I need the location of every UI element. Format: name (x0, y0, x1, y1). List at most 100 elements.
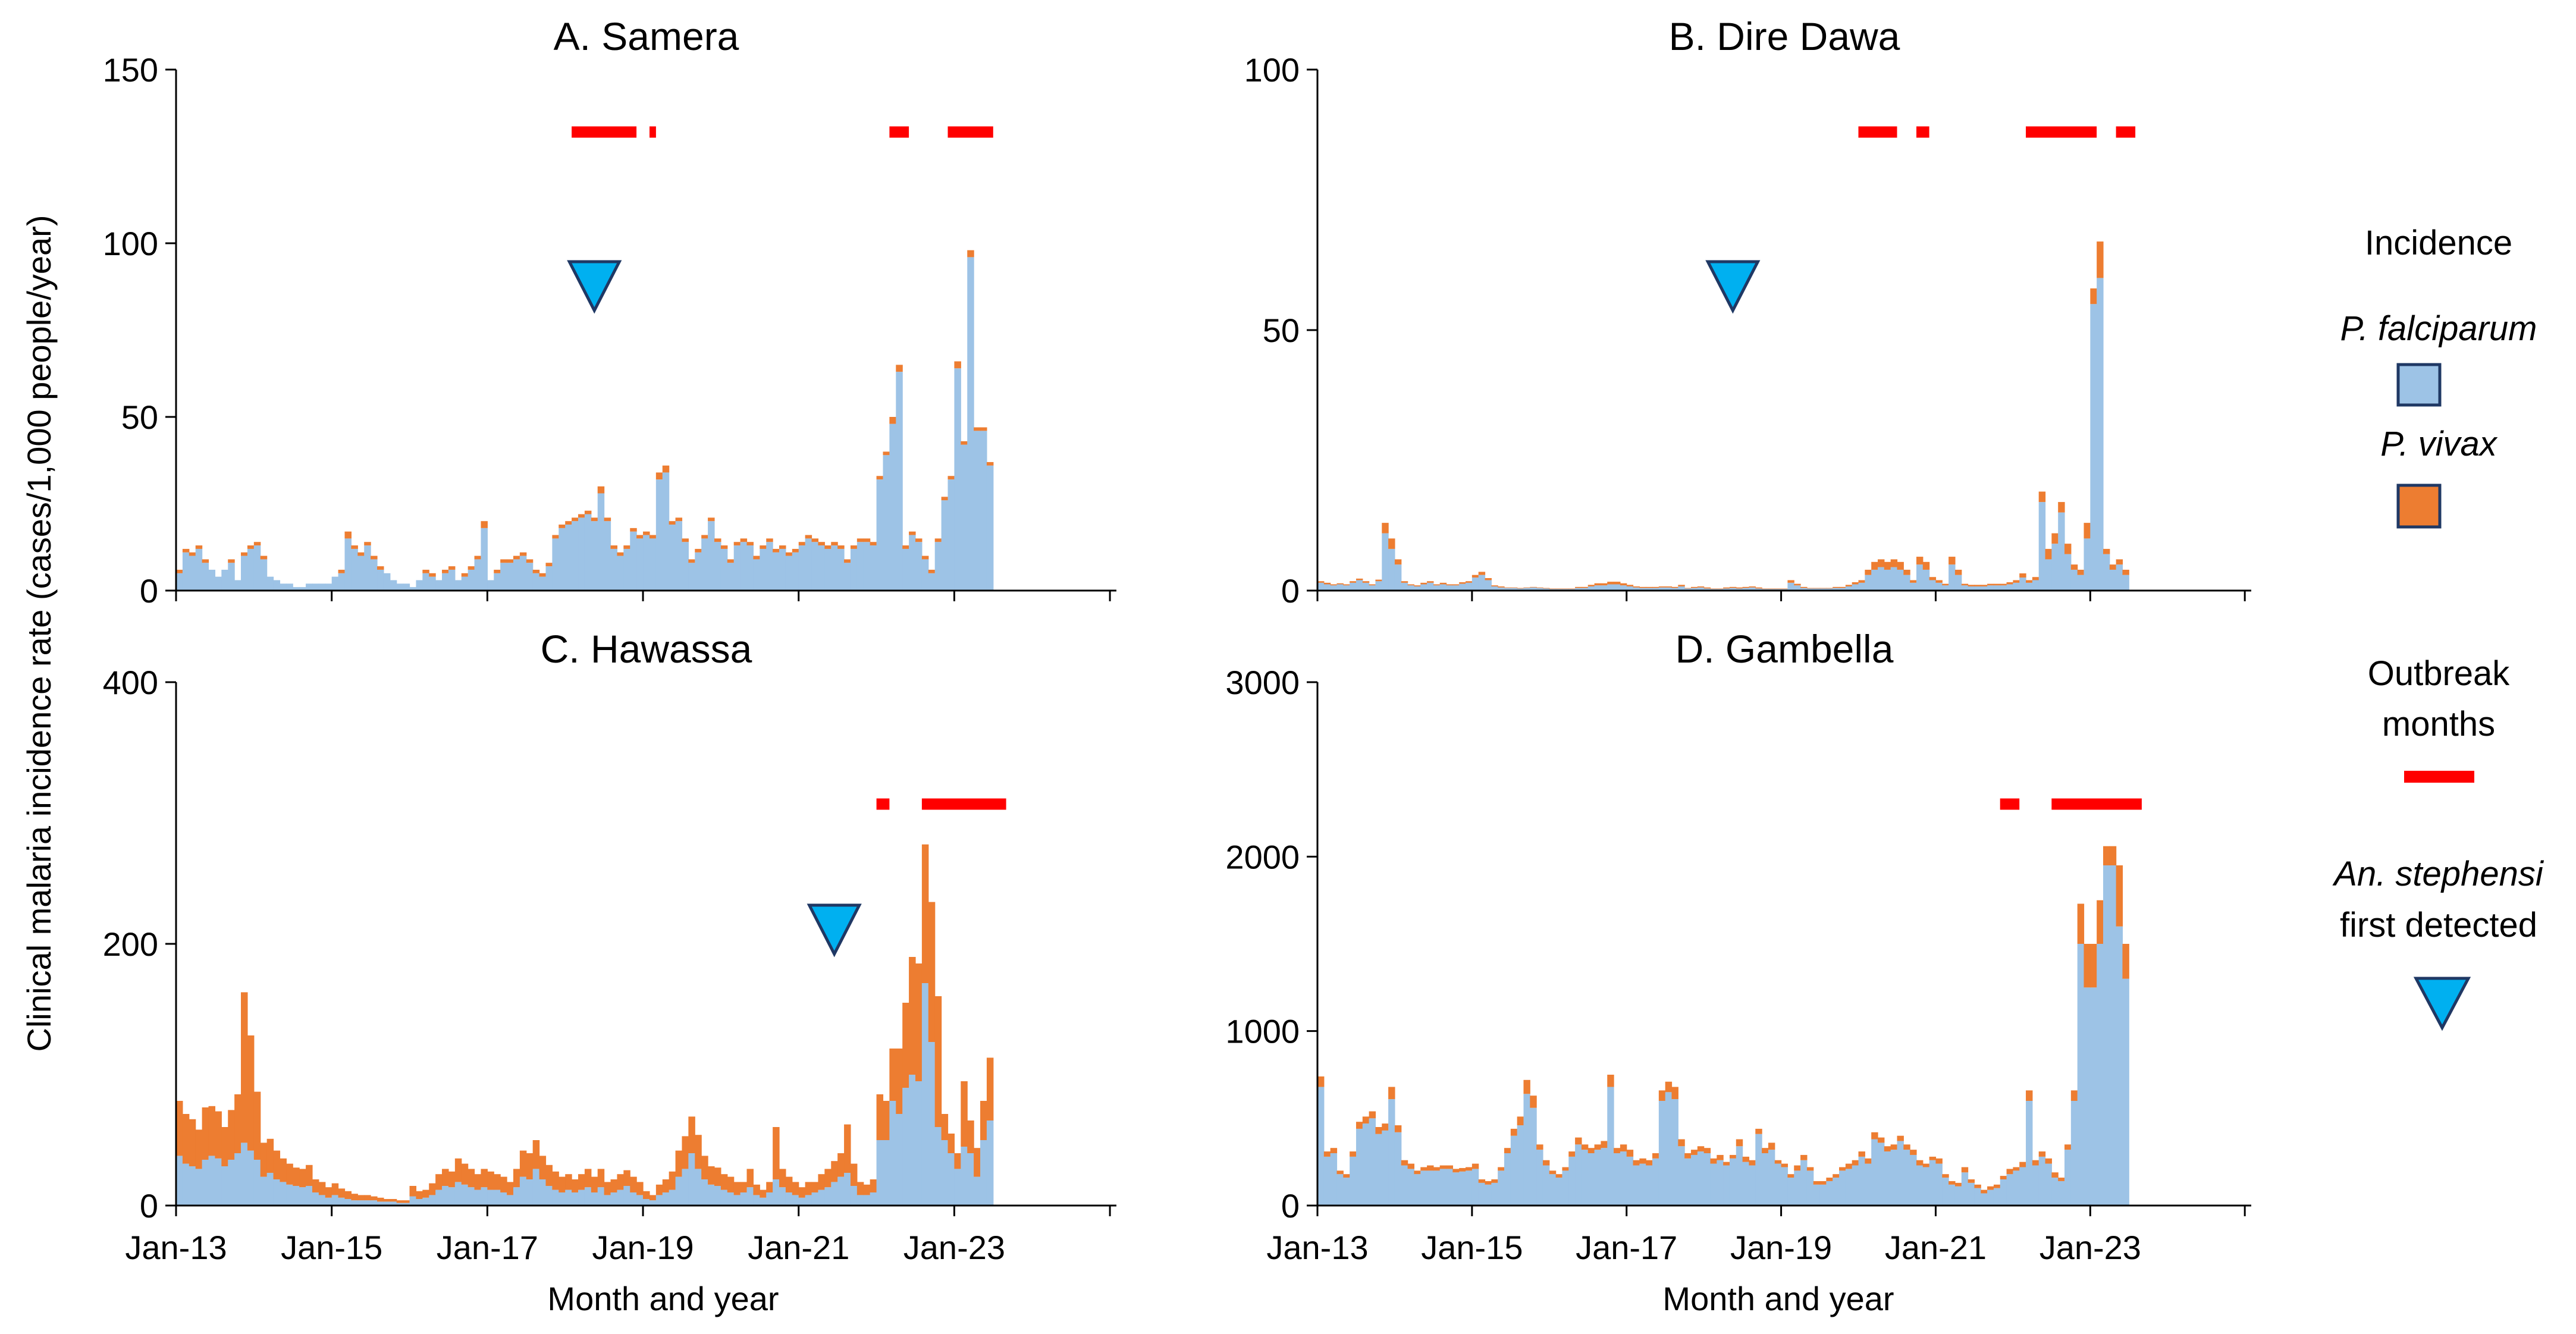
bar-falciparum (1356, 580, 1363, 591)
bar-vivax (1800, 586, 1808, 588)
bar-falciparum (1439, 1169, 1447, 1206)
bar-vivax (1594, 1144, 1602, 1150)
bar-falciparum (669, 1189, 676, 1206)
bar-falciparum (1697, 1151, 1705, 1206)
bar-falciparum (176, 573, 183, 591)
stephensi-marker (567, 260, 622, 314)
bar-falciparum (708, 521, 715, 591)
bar-falciparum (526, 563, 534, 591)
bar-falciparum (928, 1042, 936, 1206)
bar-falciparum (1601, 585, 1608, 591)
bar-vivax (2064, 1144, 2072, 1150)
bar-vivax (2084, 944, 2091, 988)
bar-falciparum (921, 559, 929, 591)
bar-falciparum (805, 538, 812, 591)
bar-falciparum (208, 569, 216, 591)
bar-vivax (377, 1197, 384, 1202)
bar-vivax (1981, 585, 1988, 586)
bar-falciparum (176, 1156, 183, 1206)
bar-falciparum (1794, 585, 1801, 591)
bar-vivax (610, 545, 618, 549)
bar-falciparum (318, 1195, 326, 1206)
bar-vivax (1375, 1127, 1382, 1134)
bar-vivax (565, 1174, 572, 1190)
bar-vivax (980, 1101, 987, 1140)
x-tick-label: Jan-17 (1576, 1229, 1677, 1266)
legend-triangle-down-icon (2413, 977, 2471, 1031)
bar-vivax (1478, 1179, 1486, 1183)
bar-falciparum (1542, 1165, 1550, 1206)
bar-falciparum (1819, 588, 1827, 591)
bar-falciparum (947, 479, 955, 591)
bar-vivax (831, 542, 838, 546)
bar-vivax (293, 1167, 300, 1186)
bar-falciparum (1942, 585, 1949, 591)
bar-vivax (876, 1094, 884, 1140)
bar-vivax (896, 1049, 903, 1114)
bar-falciparum (1736, 588, 1743, 591)
bar-vivax (467, 566, 475, 570)
bar-vivax (545, 563, 553, 567)
panel-title: B. Dire Dawa (1669, 14, 1900, 58)
bar-falciparum (1787, 582, 1794, 591)
bar-vivax (2045, 548, 2052, 560)
bar-falciparum (1555, 1178, 1563, 1206)
bar-falciparum (364, 545, 371, 591)
bar-falciparum (299, 1187, 306, 1206)
bar-vivax (1652, 586, 1659, 588)
bar-vivax (1414, 1170, 1421, 1175)
bar-vivax (371, 1196, 378, 1201)
bar-falciparum (306, 583, 313, 591)
bar-vivax (811, 1182, 819, 1192)
bar-vivax (831, 1161, 838, 1182)
bar-vivax (1356, 578, 1363, 580)
bar-falciparum (1922, 1167, 1930, 1206)
panel-title: D. Gambella (1676, 627, 1894, 671)
bar-vivax (740, 538, 748, 542)
bar-falciparum (655, 479, 663, 591)
bar-vivax (565, 521, 572, 525)
bar-falciparum (266, 576, 274, 591)
bar-vivax (1317, 1076, 1325, 1087)
bar-falciparum (708, 1184, 715, 1206)
bar-vivax (980, 427, 987, 431)
bar-falciparum (325, 583, 332, 591)
bar-vivax (519, 552, 527, 556)
bar-falciparum (779, 1187, 786, 1206)
bar-falciparum (1466, 1170, 1473, 1206)
bar-falciparum (928, 573, 936, 591)
bar-falciparum (1652, 1158, 1659, 1206)
bar-vivax (422, 1189, 429, 1198)
bar-vivax (669, 1171, 676, 1190)
bar-vivax (967, 250, 974, 258)
bar-falciparum (714, 542, 721, 591)
bar-falciparum (253, 545, 261, 591)
bar-falciparum (662, 1192, 670, 1206)
bar-vivax (967, 1120, 974, 1153)
bar-falciparum (1949, 564, 1956, 591)
bar-falciparum (1587, 586, 1595, 591)
bar-vivax (208, 1106, 216, 1156)
bar-falciparum (461, 576, 469, 591)
bar-falciparum (876, 1140, 884, 1206)
bar-vivax (1697, 1146, 1705, 1152)
bar-vivax (753, 1184, 760, 1195)
bar-falciparum (1890, 1150, 1898, 1206)
bar-falciparum (1530, 1107, 1537, 1206)
bar-vivax (837, 1153, 845, 1177)
bar-vivax (572, 1179, 579, 1192)
bar-falciparum (228, 563, 235, 591)
bar-vivax (1949, 557, 1956, 565)
bar-falciparum (824, 1187, 832, 1206)
bar-falciparum (1691, 588, 1698, 591)
bar-vivax (623, 545, 630, 549)
bar-vivax (1929, 1156, 1937, 1160)
bar-falciparum (293, 1186, 300, 1206)
bar-vivax (545, 1164, 553, 1186)
bar-falciparum (578, 1189, 585, 1206)
bar-vivax (1826, 1178, 1833, 1181)
bar-falciparum (1504, 1153, 1511, 1206)
bar-vivax (357, 552, 365, 556)
bar-falciparum (1929, 1160, 1937, 1206)
